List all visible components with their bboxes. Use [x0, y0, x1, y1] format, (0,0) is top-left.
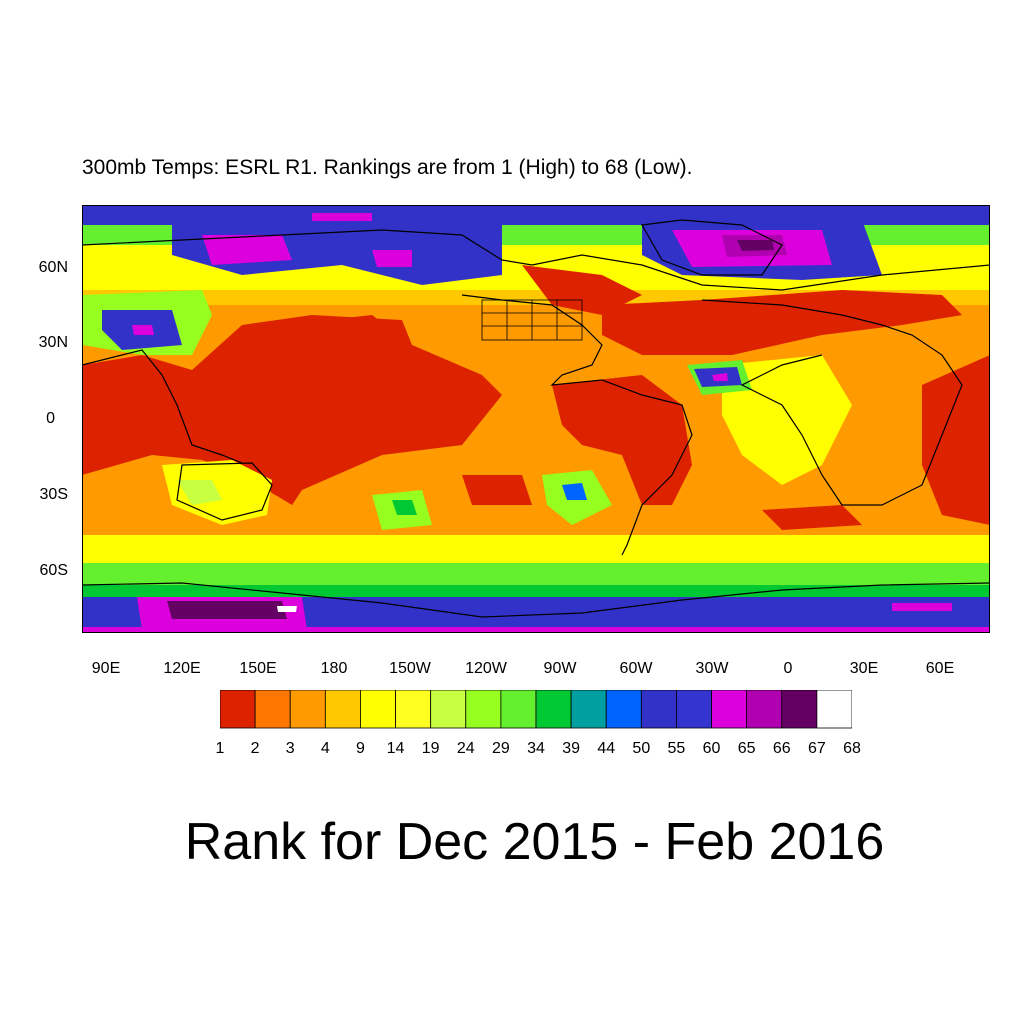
tropics-red-atlantic-north: [602, 290, 962, 355]
colorbar-swatch: [535, 690, 572, 729]
colorbar-swatch: [324, 690, 361, 729]
lon-label-60w: 60W: [619, 660, 653, 677]
colorbar-swatch: [360, 690, 396, 729]
colorbar-label: 67: [807, 740, 826, 757]
south-band-yellow: [82, 535, 990, 565]
colorbar-swatch: [640, 690, 677, 729]
antarctic-white: [277, 606, 297, 612]
colorbar-label: 44: [597, 740, 616, 757]
tropics-red-south-pacific: [462, 475, 532, 505]
south-pacific-teal: [392, 500, 417, 515]
tropics-red-pacific: [262, 315, 412, 455]
colorbar-label: 66: [772, 740, 791, 757]
south-band-edge: [82, 627, 990, 633]
colorbar-swatch: [746, 690, 783, 729]
lon-label-150e: 150E: [239, 660, 277, 677]
colorbar-swatch: [605, 690, 642, 729]
colorbar-swatch: [430, 690, 467, 729]
lon-label-30w: 30W: [695, 660, 729, 677]
colorbar-label: 50: [632, 740, 651, 757]
coastlines: [82, 219, 990, 618]
alaska-magenta: [372, 250, 412, 267]
colorbar-label: 60: [702, 740, 721, 757]
map-border: [82, 205, 990, 633]
colorbar-swatch: [500, 690, 537, 729]
australia-green: [177, 480, 222, 505]
lon-label-90w: 90W: [543, 660, 577, 677]
colorbar-label: 4: [320, 740, 330, 757]
colorbar-label: 55: [667, 740, 686, 757]
colorbar-label: 68: [843, 740, 861, 757]
east-asia-magenta: [132, 325, 154, 335]
colorbar-label: 19: [421, 740, 440, 757]
lon-label-30e: 30E: [849, 660, 879, 677]
antarctic-purple: [167, 601, 287, 619]
colorbar-swatch: [781, 690, 818, 729]
colorbar-label: 3: [285, 740, 295, 757]
colorbar-label: 39: [562, 740, 580, 757]
colorbar-label: 1: [215, 740, 225, 757]
colorbar-swatch: [289, 690, 326, 729]
tropics-red-southamerica: [552, 375, 692, 505]
lat-label-30s: 30S: [39, 486, 68, 503]
south-america-west-blue: [562, 483, 587, 500]
lon-label-150w: 150W: [389, 660, 431, 677]
lat-label-eq: 0: [46, 410, 55, 427]
colorbar-swatch: [465, 690, 502, 729]
colorbar: [220, 690, 852, 729]
colorbar-swatch: [570, 690, 607, 729]
lon-label-60e: 60E: [925, 660, 955, 677]
north-america-red: [522, 265, 642, 315]
lon-label-120w: 120W: [465, 660, 507, 677]
tropics-red-africa-east: [922, 355, 990, 525]
colorbar-label: 9: [355, 740, 365, 757]
colorbar-label: 2: [250, 740, 260, 757]
colorbar-label: 29: [491, 740, 510, 757]
page-title: Rank for Dec 2015 - Feb 2016: [184, 813, 885, 871]
colorbar-label: 24: [456, 740, 475, 757]
colorbar-swatch: [711, 690, 748, 729]
south-band-green: [82, 563, 990, 587]
colorbar-label: 14: [386, 740, 405, 757]
greenland-darkpurple: [737, 240, 774, 251]
africa-yellow: [722, 355, 852, 485]
lon-label-0: 0: [783, 660, 793, 677]
colorbar-label: 65: [737, 740, 756, 757]
colorbar-swatch: [220, 690, 256, 729]
rank-map: [82, 205, 990, 633]
lon-label-120e: 120E: [163, 660, 201, 677]
colorbar-swatch: [254, 690, 291, 729]
siberia-magenta: [202, 235, 292, 265]
arctic-magenta-strip: [312, 213, 372, 221]
map-subtitle: 300mb Temps: ESRL R1. Rankings are from …: [82, 156, 693, 179]
antarctic-magenta-east: [892, 603, 952, 611]
atlantic-low-magenta: [712, 373, 728, 381]
us-state-borders: [481, 299, 583, 341]
lon-label-90e: 90E: [91, 660, 121, 677]
tropics-red-south-atlantic: [762, 505, 862, 530]
lat-label-30n: 30N: [38, 334, 68, 351]
lat-label-60s: 60S: [39, 562, 68, 579]
colorbar-swatch: [676, 690, 712, 729]
lat-label-60n: 60N: [38, 259, 68, 276]
lon-label-180: 180: [320, 660, 348, 677]
colorbar-swatch: [395, 690, 432, 729]
colorbar-label: 34: [527, 740, 545, 757]
colorbar-swatch: [816, 690, 852, 729]
